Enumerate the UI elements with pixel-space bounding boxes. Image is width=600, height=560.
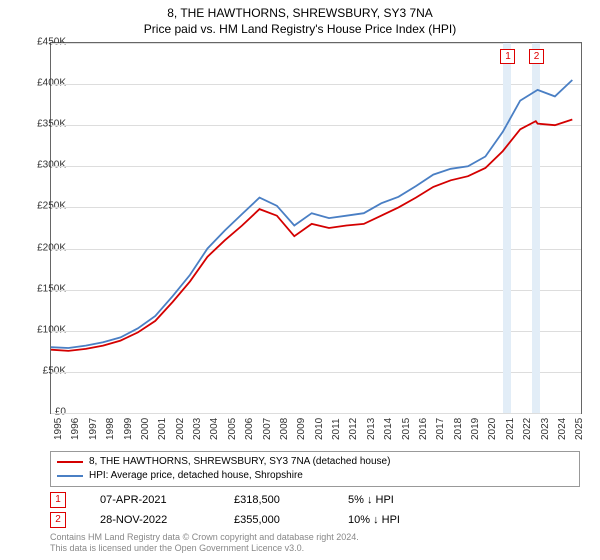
x-tick-label: 2020: [487, 418, 498, 440]
chart-plot-area: 12: [50, 42, 582, 414]
x-tick-label: 1997: [88, 418, 99, 440]
sale-marker-top: 2: [529, 49, 544, 64]
x-tick-label: 2016: [418, 418, 429, 440]
chart-subtitle: Price paid vs. HM Land Registry's House …: [0, 22, 600, 40]
footer-line-2: This data is licensed under the Open Gov…: [50, 543, 359, 554]
x-tick-label: 2007: [262, 418, 273, 440]
x-tick-label: 2010: [314, 418, 325, 440]
chart-title: 8, THE HAWTHORNS, SHREWSBURY, SY3 7NA: [0, 0, 600, 22]
x-tick-label: 2005: [227, 418, 238, 440]
legend-swatch-1: [57, 461, 83, 463]
sale-marker-icon: 2: [50, 512, 66, 528]
legend-label-2: HPI: Average price, detached house, Shro…: [89, 469, 303, 483]
sale-records: 1 07-APR-2021 £318,500 5% ↓ HPI 2 28-NOV-2022…: [50, 490, 580, 530]
sale-delta: 10% ↓ HPI: [348, 514, 448, 526]
legend: 8, THE HAWTHORNS, SHREWSBURY, SY3 7NA (d…: [50, 451, 580, 487]
sale-marker-top: 1: [500, 49, 515, 64]
x-tick-label: 2004: [209, 418, 220, 440]
x-tick-label: 2013: [366, 418, 377, 440]
sale-marker-icon: 1: [50, 492, 66, 508]
x-tick-label: 1996: [70, 418, 81, 440]
x-tick-label: 1995: [53, 418, 64, 440]
x-tick-label: 2019: [470, 418, 481, 440]
x-tick-label: 1998: [105, 418, 116, 440]
x-tick-label: 2015: [401, 418, 412, 440]
sale-price: £355,000: [234, 514, 314, 526]
x-tick-label: 2018: [453, 418, 464, 440]
x-tick-label: 2014: [383, 418, 394, 440]
x-tick-label: 2009: [296, 418, 307, 440]
x-tick-label: 2025: [574, 418, 585, 440]
sale-record-row: 1 07-APR-2021 £318,500 5% ↓ HPI: [50, 490, 580, 510]
legend-label-1: 8, THE HAWTHORNS, SHREWSBURY, SY3 7NA (d…: [89, 455, 390, 469]
x-tick-label: 2012: [348, 418, 359, 440]
x-tick-label: 2001: [157, 418, 168, 440]
x-tick-label: 2023: [540, 418, 551, 440]
x-tick-label: 2024: [557, 418, 568, 440]
x-tick-label: 2021: [505, 418, 516, 440]
x-tick-label: 2002: [175, 418, 186, 440]
x-tick-label: 2006: [244, 418, 255, 440]
sale-delta: 5% ↓ HPI: [348, 494, 448, 506]
footer-line-1: Contains HM Land Registry data © Crown c…: [50, 532, 359, 543]
x-tick-label: 1999: [123, 418, 134, 440]
x-tick-label: 2011: [331, 418, 342, 440]
footer-attribution: Contains HM Land Registry data © Crown c…: [50, 532, 359, 554]
sale-date: 07-APR-2021: [100, 494, 200, 506]
x-tick-label: 2017: [435, 418, 446, 440]
x-tick-label: 2003: [192, 418, 203, 440]
x-tick-label: 2008: [279, 418, 290, 440]
x-tick-label: 2000: [140, 418, 151, 440]
sale-price: £318,500: [234, 494, 314, 506]
x-tick-label: 2022: [522, 418, 533, 440]
sale-date: 28-NOV-2022: [100, 514, 200, 526]
legend-swatch-2: [57, 475, 83, 477]
sale-record-row: 2 28-NOV-2022 £355,000 10% ↓ HPI: [50, 510, 580, 530]
